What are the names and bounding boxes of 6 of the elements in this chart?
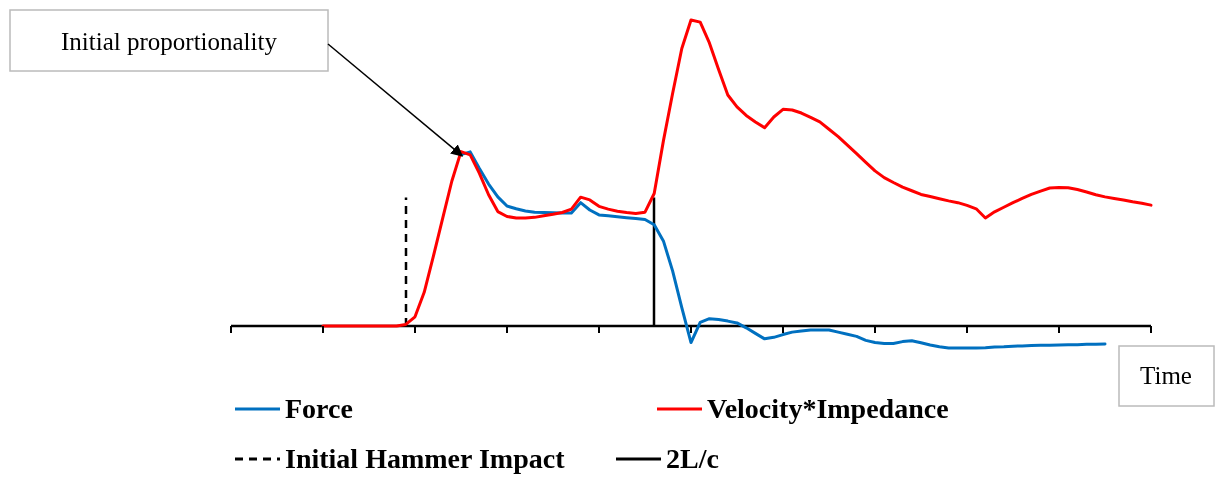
legend-label: Velocity*Impedance: [707, 393, 949, 424]
text: 2L/c: [666, 443, 719, 474]
legend-label: Force: [285, 393, 353, 424]
x-axis-title: Time: [1140, 362, 1192, 389]
text: Initial Hammer Impact: [285, 443, 565, 474]
annotation: Initial proportionality: [61, 28, 278, 55]
